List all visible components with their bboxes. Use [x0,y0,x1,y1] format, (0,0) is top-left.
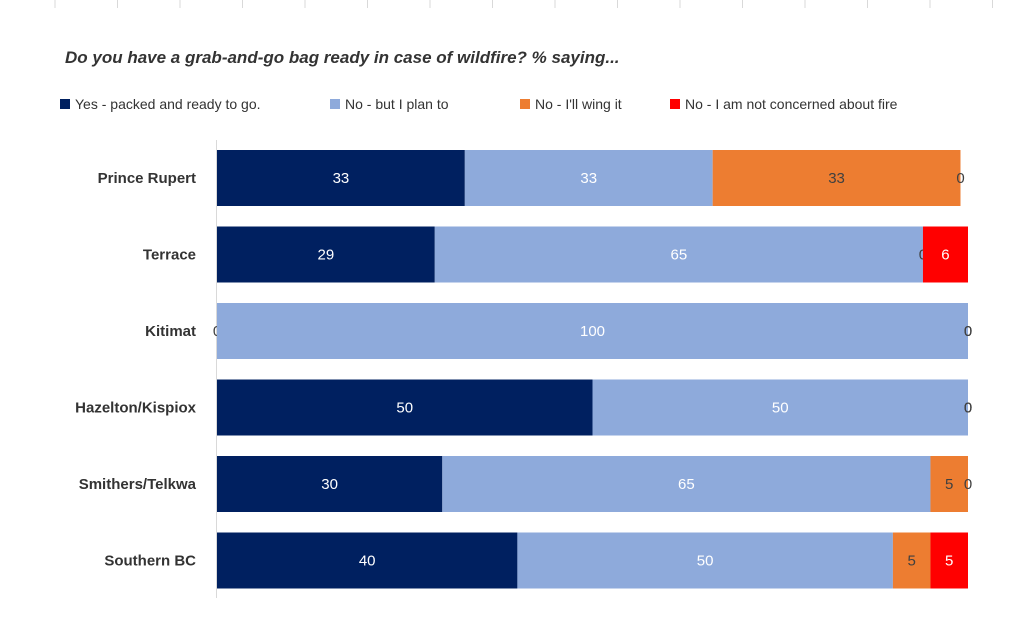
bar-value-label: 100 [580,323,605,340]
legend-swatch [60,99,70,109]
bar-segment [592,379,968,436]
bar-value-label: 0 [964,400,972,417]
bar-segment [217,150,465,206]
legend-label: Yes - packed and ready to go. [75,96,261,112]
bar-value-label: 0 [964,476,972,493]
bar-value-label: 50 [396,400,413,417]
legend-label: No - I'll wing it [535,96,622,112]
legend-item: No - but I plan to [330,96,449,112]
bar-value-label: 65 [678,476,695,493]
chart-title: Do you have a grab-and-go bag ready in c… [65,48,620,67]
top-tick-marks [54,0,993,8]
bar-segment [217,226,435,283]
bar-value-label: 33 [828,170,845,187]
legend-swatch [670,99,680,109]
legend: Yes - packed and ready to go. No - but I … [60,96,980,118]
bar-segment [930,532,968,589]
legend-item: Yes - packed and ready to go. [60,96,261,112]
bar-value-label: 29 [318,247,335,264]
legend-swatch [330,99,340,109]
bar-value-label: 40 [359,553,376,570]
bar-segment [922,226,968,283]
legend-item: No - I am not concerned about fire [670,96,897,112]
bar-value-label: 33 [333,170,350,187]
bar-value-label: 5 [945,553,953,570]
category-label: Terrace [143,247,196,264]
bar-segment [217,532,518,589]
bar-value-label: 50 [697,553,714,570]
legend-label: No - I am not concerned about fire [685,96,898,112]
bar-segment [434,226,923,283]
bar-segment [892,532,931,589]
bar-value-label: 30 [321,476,338,493]
bar-value-label: 0 [964,323,972,340]
bar-value-label: 0 [956,170,964,187]
bar-segment [464,150,713,206]
bar-value-label: 5 [945,476,953,493]
bar-segment [517,532,893,589]
category-label: Prince Rupert [98,170,196,187]
category-label: Hazelton/Kispiox [75,400,197,417]
bar-value-label: 5 [908,553,916,570]
category-label: Kitimat [145,323,196,340]
bar-segment [217,456,443,512]
legend-label: No - but I plan to [345,96,449,112]
legend-swatch [520,99,530,109]
category-label: Smithers/Telkwa [79,476,197,493]
category-label: Southern BC [104,553,196,570]
bar-value-label: 0 [964,323,972,340]
bar-value-label: 33 [580,170,597,187]
bar-segment [930,456,968,512]
bar-segment [217,379,593,436]
bar-segment [712,150,961,206]
bar-value-label: 50 [772,400,789,417]
bar-value-label: 6 [941,247,949,264]
legend-item: No - I'll wing it [520,96,622,112]
bar-segment [217,303,968,359]
bar-segment [442,456,931,512]
bar-value-label: 0 [964,400,972,417]
bar-value-label: 65 [671,247,688,264]
